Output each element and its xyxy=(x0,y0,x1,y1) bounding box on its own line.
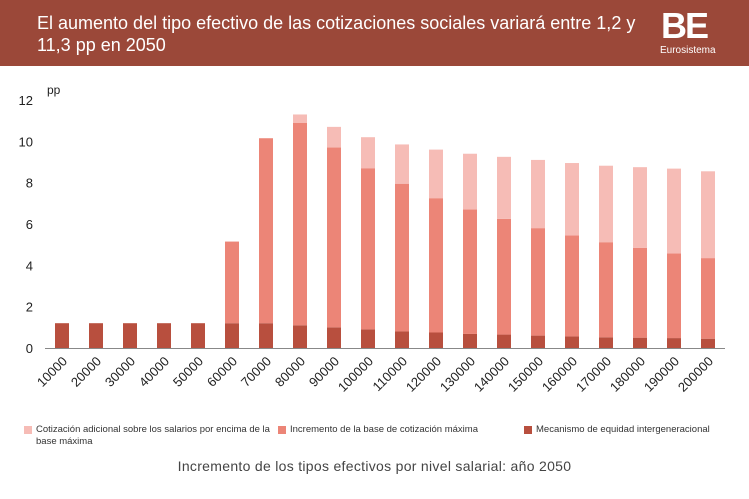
bar-segment-series-0 xyxy=(225,323,239,348)
legend-label-additional: Cotización adicional sobre los salarios … xyxy=(36,424,270,447)
x-tick-label: 80000 xyxy=(272,354,308,390)
x-tick-label: 180000 xyxy=(607,354,648,395)
bar-segment-series-0 xyxy=(327,327,341,348)
y-tick-label: 4 xyxy=(26,258,33,273)
bar-segment-series-2 xyxy=(599,165,613,243)
bar-segment-series-1 xyxy=(633,247,647,338)
y-tick-label: 12 xyxy=(19,93,33,108)
bar-segment-series-0 xyxy=(157,323,171,348)
legend-label-base: Incremento de la base de cotización máxi… xyxy=(290,424,478,435)
bar-segment-series-1 xyxy=(225,241,239,324)
bar-segment-series-2 xyxy=(701,171,715,259)
x-tick-label: 10000 xyxy=(34,354,70,390)
bar-segment-series-2 xyxy=(667,168,681,254)
x-tick-label: 60000 xyxy=(204,354,240,390)
legend-swatch-equity xyxy=(524,426,532,434)
x-tick-label: 120000 xyxy=(403,354,444,395)
x-tick-label: 40000 xyxy=(136,354,172,390)
x-tick-label: 20000 xyxy=(68,354,104,390)
bar-segment-series-2 xyxy=(395,144,409,184)
logo-subtitle: Eurosistema xyxy=(660,45,716,56)
bar-segment-series-1 xyxy=(497,218,511,335)
x-tick-label: 170000 xyxy=(573,354,614,395)
bar-segment-series-1 xyxy=(531,228,545,336)
bar-segment-series-0 xyxy=(361,329,375,348)
legend-swatch-base xyxy=(278,426,286,434)
bar-segment-series-2 xyxy=(531,159,545,229)
bar-segment-series-0 xyxy=(55,323,69,348)
bar-segment-series-2 xyxy=(293,114,307,123)
x-tick-label: 100000 xyxy=(335,354,376,395)
bar-segment-series-0 xyxy=(497,334,511,348)
x-tick-label: 130000 xyxy=(437,354,478,395)
bar-segment-series-2 xyxy=(497,156,511,219)
bar-segment-series-1 xyxy=(259,138,273,324)
legend-label-equity: Mecanismo de equidad intergeneracional xyxy=(536,424,710,435)
bar-segment-series-0 xyxy=(463,333,477,348)
x-tick-label: 150000 xyxy=(505,354,546,395)
bar-segment-series-0 xyxy=(123,323,137,348)
bar-segment-series-0 xyxy=(395,331,409,348)
logo-mark: BE xyxy=(661,5,709,46)
bar-segment-series-1 xyxy=(327,147,341,328)
bar-segment-series-0 xyxy=(259,323,273,348)
bar-segment-series-0 xyxy=(667,338,681,348)
x-tick-label: 70000 xyxy=(238,354,274,390)
banco-de-espana-logo: BE Eurosistema xyxy=(658,6,718,62)
bar-segment-series-0 xyxy=(89,323,103,348)
page-title: El aumento del tipo efectivo de las coti… xyxy=(37,13,636,55)
bar-segment-series-1 xyxy=(565,235,579,337)
y-tick-label: 8 xyxy=(26,176,33,191)
bar-segment-series-0 xyxy=(429,332,443,348)
bar-segment-series-0 xyxy=(565,336,579,348)
x-tick-label: 110000 xyxy=(370,354,411,395)
bar-segment-series-1 xyxy=(463,209,477,334)
stacked-bar-chart: 0 2 4 6 8 10 12 pp 10000200003000040000500006000… xyxy=(19,83,725,395)
bar-segment-series-2 xyxy=(633,167,647,248)
bar-segment-series-1 xyxy=(293,122,307,326)
y-tick-label: 2 xyxy=(26,300,33,315)
bar-segment-series-0 xyxy=(293,325,307,348)
bar-segment-series-1 xyxy=(395,183,409,332)
bar-segment-series-1 xyxy=(429,198,443,333)
bar-segment-series-2 xyxy=(463,153,477,210)
x-tick-label: 140000 xyxy=(471,354,512,395)
bar-segment-series-2 xyxy=(327,126,341,148)
y-axis-label: pp xyxy=(47,83,61,97)
header-banner: El aumento del tipo efectivo de las coti… xyxy=(0,0,749,66)
x-tick-label: 160000 xyxy=(539,354,580,395)
bar-segment-series-1 xyxy=(701,258,715,339)
bar-segment-series-1 xyxy=(361,168,375,330)
bar-segment-series-2 xyxy=(565,163,579,236)
chart-caption: Incremento de los tipos efectivos por ni… xyxy=(177,458,572,474)
legend-swatch-additional xyxy=(24,426,32,434)
bar-segment-series-2 xyxy=(429,149,443,199)
y-tick-label: 6 xyxy=(26,217,33,232)
x-tick-label: 50000 xyxy=(170,354,206,390)
bar-segment-series-0 xyxy=(701,338,715,348)
x-tick-label: 30000 xyxy=(102,354,138,390)
y-tick-label: 10 xyxy=(19,134,33,149)
bar-segment-series-0 xyxy=(531,335,545,348)
bar-segment-series-1 xyxy=(667,253,681,339)
y-tick-label: 0 xyxy=(26,341,33,356)
bar-segment-series-1 xyxy=(599,242,613,338)
bar-segment-series-0 xyxy=(191,323,205,348)
x-tick-label: 190000 xyxy=(641,354,682,395)
x-tick-label: 200000 xyxy=(675,354,716,395)
bar-segment-series-0 xyxy=(633,337,647,348)
bar-segment-series-2 xyxy=(361,137,375,169)
bar-segment-series-0 xyxy=(599,337,613,348)
